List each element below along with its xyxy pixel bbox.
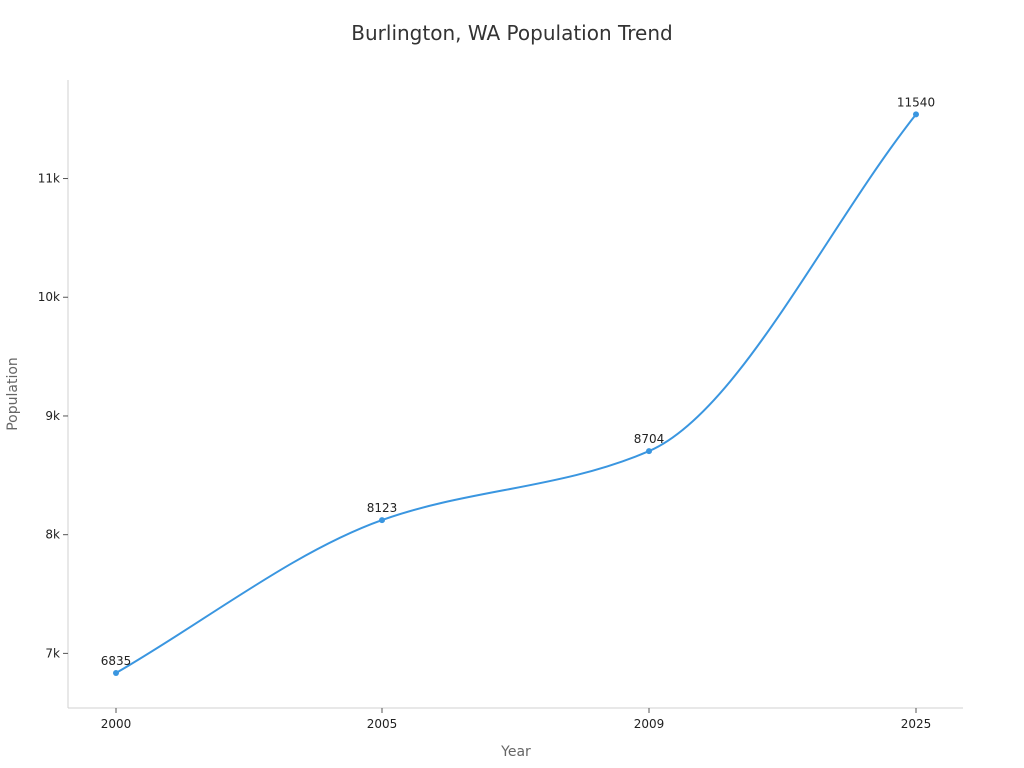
x-tick-label: 2000	[101, 717, 132, 731]
data-labels: 6835 8123 8704 11540	[101, 95, 935, 668]
chart-title: Burlington, WA Population Trend	[351, 21, 672, 45]
data-label: 8123	[367, 501, 398, 515]
x-axis-title: Year	[500, 744, 531, 760]
x-tick-label: 2005	[367, 717, 398, 731]
data-label: 11540	[897, 95, 935, 109]
data-label: 8704	[634, 432, 665, 446]
data-point[interactable]	[379, 517, 385, 524]
data-point[interactable]	[113, 669, 119, 676]
x-tick-label: 2009	[634, 717, 665, 731]
y-tick-label: 7k	[45, 646, 60, 660]
y-tick-label: 8k	[45, 528, 60, 542]
data-point[interactable]	[913, 111, 919, 118]
y-tick-label: 9k	[45, 409, 60, 423]
data-point[interactable]	[646, 448, 652, 455]
y-axis-title: Population	[5, 357, 21, 431]
x-axis-ticks: 2000 2005 2009 2025	[101, 708, 932, 731]
y-tick-label: 11k	[38, 172, 60, 186]
x-tick-label: 2025	[901, 717, 932, 731]
y-tick-label: 10k	[38, 290, 60, 304]
data-points	[113, 111, 919, 676]
y-axis-ticks: 7k 8k 9k 10k 11k	[38, 172, 68, 660]
data-label: 6835	[101, 654, 132, 668]
series-line	[115, 113, 917, 674]
